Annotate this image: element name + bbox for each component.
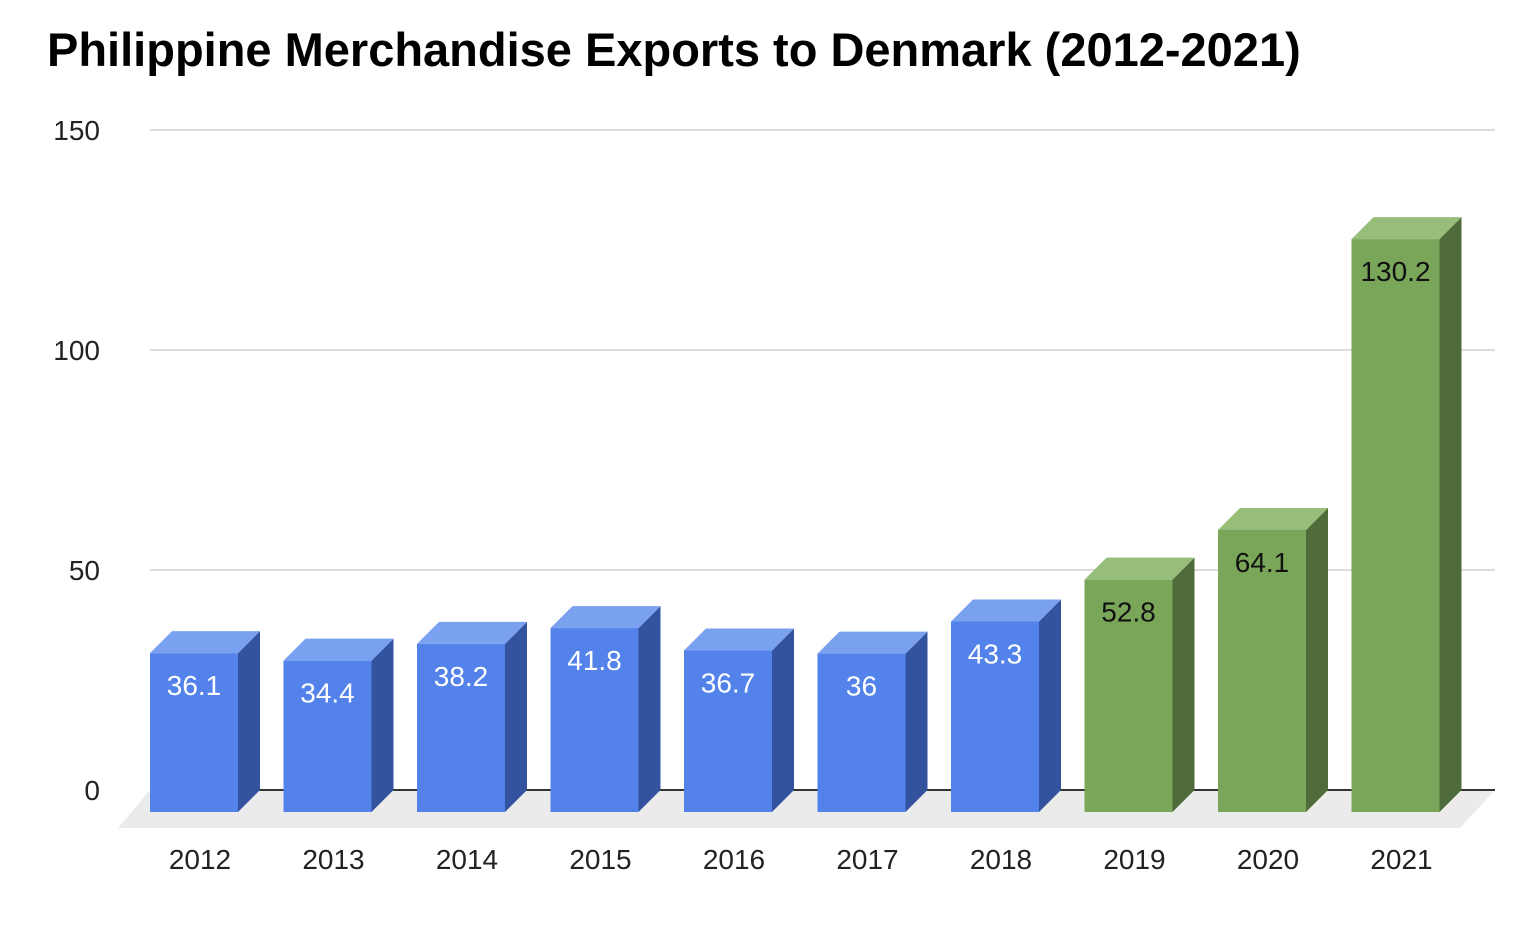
bar-top [1218, 507, 1328, 530]
bar-side [638, 606, 661, 812]
bar-side [772, 628, 794, 812]
x-tick-label: 2014 [436, 844, 498, 875]
bar [1218, 529, 1306, 812]
bar-top [550, 606, 661, 629]
data-label: 36.1 [167, 670, 222, 701]
y-tick-label: 100 [53, 335, 100, 366]
bar-side [505, 621, 527, 812]
bar-side [1172, 557, 1195, 812]
x-tick-label: 2016 [703, 844, 765, 875]
bar-side [371, 638, 394, 812]
bar-side [1439, 217, 1462, 812]
bar-top [1351, 217, 1462, 240]
bar [417, 643, 505, 812]
bar [684, 650, 772, 812]
bar-top [283, 638, 394, 661]
bar-side [905, 631, 928, 812]
x-tick-label: 2020 [1237, 844, 1299, 875]
bar-side [1039, 599, 1061, 812]
y-tick-label: 150 [53, 115, 100, 146]
y-tick-label: 50 [69, 555, 100, 586]
data-label: 52.8 [1101, 597, 1156, 628]
x-tick-label: 2017 [836, 844, 898, 875]
bar-top [1084, 557, 1195, 580]
data-label: 43.3 [968, 638, 1023, 669]
data-label: 41.8 [567, 645, 622, 676]
data-label: 36.7 [701, 668, 756, 699]
data-label: 38.2 [434, 661, 489, 692]
data-label: 36 [846, 671, 877, 702]
bar [550, 628, 639, 812]
bar [951, 621, 1039, 812]
x-tick-label: 2021 [1370, 844, 1432, 875]
data-label: 130.2 [1360, 256, 1430, 287]
bar [150, 653, 238, 812]
bar [817, 653, 906, 812]
x-tick-label: 2013 [302, 844, 364, 875]
x-tick-label: 2018 [970, 844, 1032, 875]
bar-top [417, 621, 527, 644]
y-tick-label: 0 [84, 775, 100, 806]
x-tick-label: 2012 [169, 844, 231, 875]
bar-top [817, 631, 928, 654]
chart-title: Philippine Merchandise Exports to Denmar… [47, 23, 1301, 76]
bar [1084, 579, 1173, 812]
bar [1351, 239, 1440, 812]
data-label: 34.4 [300, 678, 355, 709]
x-tick-label: 2019 [1103, 844, 1165, 875]
bar-side [238, 631, 260, 812]
bar-top [684, 628, 794, 651]
bar [283, 660, 372, 812]
bar-top [150, 631, 260, 654]
bar-side [1306, 507, 1328, 812]
bar-top [951, 599, 1061, 622]
x-tick-label: 2015 [569, 844, 631, 875]
data-label: 64.1 [1235, 547, 1290, 578]
